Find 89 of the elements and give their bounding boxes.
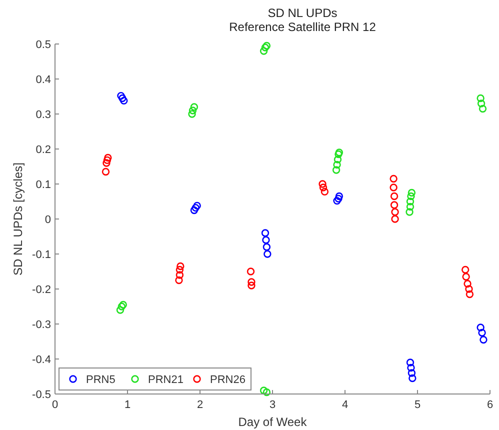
x-tick-label: 4 [342,399,348,411]
point [260,386,268,394]
point [103,156,112,164]
point [262,236,270,244]
x-tick-label: 2 [196,399,204,411]
point [248,278,256,286]
point [334,150,342,158]
point [462,272,470,281]
point [390,201,398,209]
x-tick-label: 0 [52,399,58,411]
y-tick-label: -0.5 [32,389,51,401]
point [462,266,470,274]
point [480,336,488,344]
x-tick-label: 1 [124,399,131,411]
point [117,92,125,100]
point [190,103,198,111]
chart-title: SD NL UPDs [268,6,338,20]
point [478,104,487,113]
point [335,148,344,156]
point [320,188,329,196]
point [260,47,268,55]
point [102,168,110,176]
point [262,388,271,396]
point [102,159,110,167]
point [406,208,414,216]
point [248,282,256,290]
point [120,96,128,105]
y-tick-label: 0.4 [36,74,51,86]
point [118,94,126,102]
chart-subtitle: Reference Satellite PRN 12 [229,20,376,34]
x-axis-title: Day of Week [238,415,308,429]
point [176,266,184,274]
y-tick-label: -0.3 [32,319,51,331]
point [192,204,200,212]
point [465,285,473,293]
y-tick-label: -0.2 [32,284,51,296]
point [476,324,484,332]
point [176,271,184,279]
y-tick-label: -0.4 [32,354,51,366]
point [390,184,398,192]
y-tick-label: 0 [44,214,51,226]
point [408,374,416,382]
point [478,328,486,337]
point [246,268,255,276]
point [407,192,415,200]
point [390,192,398,200]
point [466,290,474,298]
point [334,194,342,203]
point [406,358,414,366]
legend-label: PRN5 [86,374,116,386]
point [391,208,399,216]
point [333,160,341,169]
point [119,300,127,309]
point [406,198,414,206]
point [175,276,183,284]
point [319,184,328,192]
point [407,364,415,372]
point [408,188,416,197]
y-tick-label: 0.3 [36,109,51,121]
point [262,243,271,251]
point [261,44,270,52]
point [188,110,196,118]
point [332,166,340,174]
y-axis-title: SD NL UPDs [cycles] [11,162,25,276]
point [408,369,416,377]
x-tick-label: 5 [414,399,421,411]
x-tick-label: 6 [486,399,494,411]
y-tick-label: 0.2 [36,144,51,156]
point [188,106,197,114]
point [391,215,399,223]
point [334,156,342,164]
point [464,280,472,288]
y-tick-label: -0.1 [32,249,51,261]
point [262,42,271,50]
legend-label: PRN21 [148,374,184,386]
point [176,262,184,270]
point [406,202,414,211]
point [477,100,486,108]
y-tick-label: 0.5 [36,39,51,51]
point [118,302,126,310]
point [318,180,326,188]
point [476,94,484,102]
legend-label: PRN26 [210,374,246,386]
point [261,229,270,237]
point [390,174,398,183]
point [264,250,272,258]
point [116,306,124,314]
x-tick-label: 3 [269,399,276,411]
y-tick-label: 0.1 [36,179,51,191]
